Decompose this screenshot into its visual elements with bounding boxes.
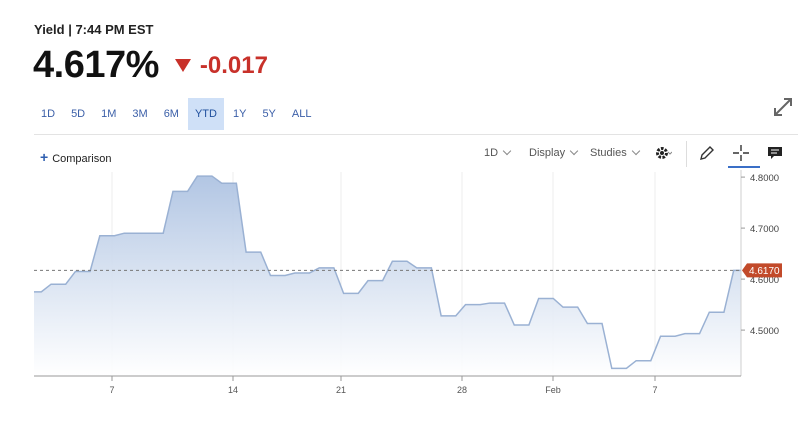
range-5y[interactable]: 5Y: [262, 108, 276, 120]
data-point: [179, 190, 182, 193]
series-area: [34, 176, 741, 376]
chevron-down-icon: [631, 146, 640, 156]
yield-value: 4.617%: [33, 44, 159, 86]
yield-chart[interactable]: 4.8000 4.7000 4.6000 4.5000 7 14 21 28 Feb 7 4.6…: [0, 170, 798, 426]
data-point: [593, 322, 596, 325]
data-point: [252, 251, 255, 254]
data-point: [447, 314, 450, 317]
y-axis-ticks: 4.8000 4.7000 4.6000 4.5000: [741, 173, 779, 337]
current-value-label: 4.6170: [749, 266, 780, 277]
y-tick-label: 4.6000: [750, 275, 779, 286]
data-point: [203, 175, 206, 178]
range-1y[interactable]: 1Y: [232, 108, 247, 120]
data-point: [33, 290, 36, 293]
chart-toolbar: + Comparison 1D Display Studies: [34, 134, 798, 171]
plus-icon: +: [40, 149, 49, 165]
data-point: [349, 292, 352, 295]
data-point: [374, 279, 377, 282]
studies-label: Studies: [590, 147, 627, 159]
x-tick-label: 7: [109, 385, 114, 395]
chevron-down-icon: [502, 146, 512, 156]
comparison-button[interactable]: + Comparison: [40, 149, 112, 165]
data-point: [57, 283, 60, 286]
gear-icon[interactable]: [654, 144, 672, 162]
data-point: [666, 335, 669, 338]
quote-row: 4.617% -0.017: [33, 44, 268, 87]
range-6m[interactable]: 6M: [163, 108, 179, 120]
range-selector: 1D 5D 1M 3M 6M YTD 1Y 5Y ALL: [34, 98, 320, 130]
crosshair-icon[interactable]: [732, 144, 750, 162]
data-point: [544, 297, 547, 300]
interval-label: 1D: [484, 147, 499, 159]
x-tick-label: 28: [457, 385, 467, 395]
y-tick-label: 4.7000: [750, 224, 779, 235]
current-value-marker: 4.6170: [742, 263, 782, 278]
data-point: [496, 302, 499, 305]
range-5d[interactable]: 5D: [71, 108, 86, 120]
range-1d[interactable]: 1D: [41, 108, 56, 120]
range-all[interactable]: ALL: [291, 108, 312, 120]
toolbar-divider: [686, 141, 687, 167]
data-point: [423, 266, 426, 269]
expand-icon[interactable]: [772, 96, 794, 118]
x-tick-label: 21: [336, 385, 346, 395]
yield-change: -0.017: [199, 51, 268, 79]
x-tick-label: 14: [228, 385, 238, 395]
data-point: [642, 359, 645, 362]
comment-icon[interactable]: [766, 144, 784, 162]
data-point: [228, 182, 231, 185]
range-3m[interactable]: 3M: [132, 108, 148, 120]
yield-time-label: Yield | 7:44 PM EST: [34, 22, 154, 37]
pencil-icon[interactable]: [698, 144, 716, 162]
data-point: [691, 332, 694, 335]
data-point: [715, 311, 718, 314]
data-point: [106, 234, 109, 237]
interval-dropdown[interactable]: 1D: [484, 146, 512, 159]
range-ytd[interactable]: YTD: [187, 98, 224, 130]
x-axis-ticks: 7 14 21 28 Feb 7: [109, 376, 658, 395]
data-point: [471, 303, 474, 306]
data-point: [154, 232, 157, 235]
down-arrow-icon: [174, 59, 191, 72]
chevron-down-icon: [569, 146, 579, 156]
data-point: [130, 232, 133, 235]
display-label: Display: [529, 147, 566, 159]
x-tick-label: 7: [652, 385, 657, 395]
data-point: [569, 306, 572, 309]
range-1m[interactable]: 1M: [101, 108, 117, 120]
data-point: [301, 271, 304, 274]
current-value-tag: [742, 263, 782, 278]
studies-dropdown[interactable]: Studies: [590, 146, 640, 159]
display-dropdown[interactable]: Display: [529, 146, 579, 159]
data-point: [398, 260, 401, 263]
comparison-label: Comparison: [52, 153, 112, 165]
active-tool-indicator: [728, 166, 760, 168]
data-point: [618, 367, 621, 370]
x-tick-label: Feb: [545, 385, 561, 395]
data-point: [325, 266, 328, 269]
data-point: [520, 324, 523, 327]
y-tick-label: 4.8000: [750, 173, 779, 184]
data-point: [276, 274, 279, 277]
series-line: [34, 175, 741, 370]
y-tick-label: 4.5000: [750, 326, 779, 337]
